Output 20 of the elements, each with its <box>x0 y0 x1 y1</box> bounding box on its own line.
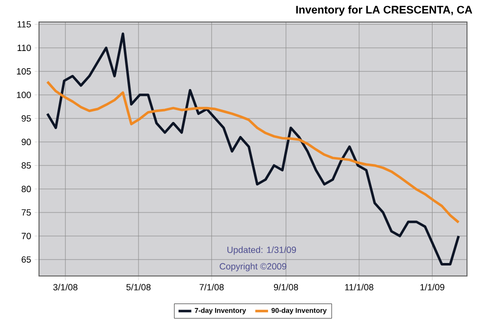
annotation: Updated: 1/31/09 <box>227 246 296 255</box>
y-tick-label: 80 <box>22 186 31 192</box>
x-tick-label: 9/1/08 <box>274 284 298 290</box>
y-tick-label: 65 <box>22 256 31 263</box>
chart-title: Inventory for LA CRESCENTA, CA <box>296 6 472 16</box>
y-tick-label: 95 <box>22 115 31 122</box>
x-tick-label: 1/1/09 <box>420 284 444 290</box>
annotation: Copyright ©2009 <box>220 262 286 272</box>
x-tick-label: 11/1/08 <box>345 284 374 290</box>
y-tick-label: 115 <box>18 21 31 28</box>
x-tick-label: 3/1/08 <box>53 284 78 290</box>
y-tick-label: 105 <box>16 68 31 75</box>
y-tick-label: 75 <box>22 209 31 216</box>
x-tick-label: 7/1/08 <box>200 284 224 290</box>
y-tick-label: 70 <box>22 232 31 240</box>
y-tick-label: 100 <box>16 92 31 98</box>
y-tick-label: 90 <box>22 138 31 146</box>
y-tick-label: 110 <box>18 44 31 52</box>
y-tick-label: 85 <box>22 162 31 169</box>
x-tick-label: 5/1/08 <box>126 284 151 290</box>
